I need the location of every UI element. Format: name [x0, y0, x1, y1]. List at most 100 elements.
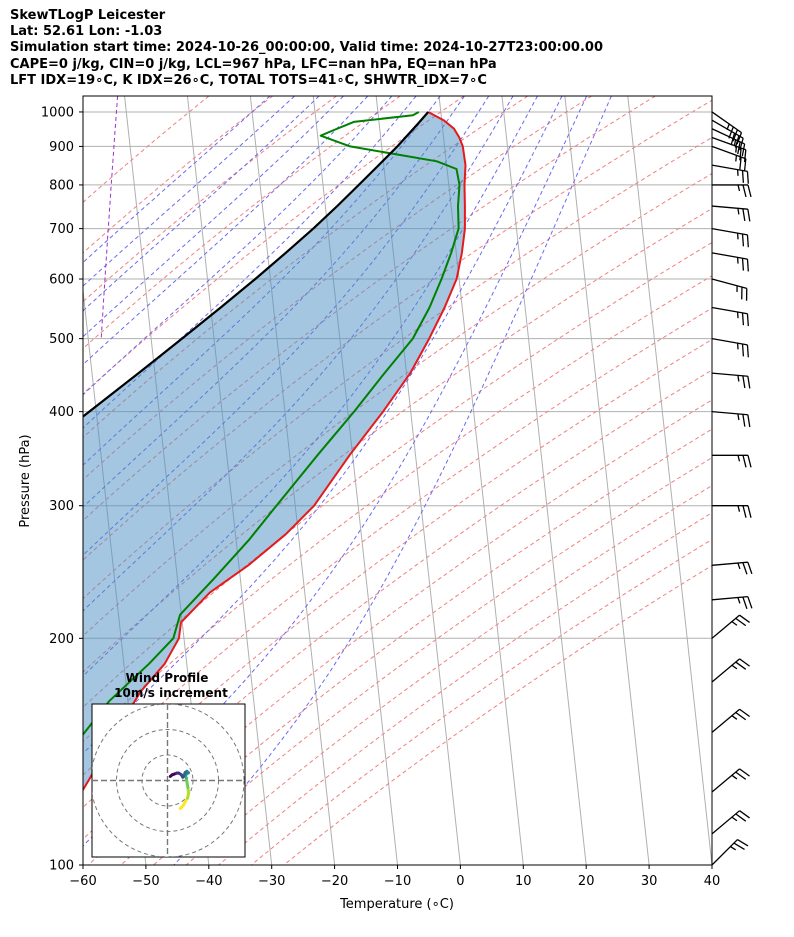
- stability-indices-1: CAPE=0 j/kg, CIN=0 j/kg, LCL=967 hPa, LF…: [10, 56, 497, 72]
- barb-half-flag: [737, 562, 741, 570]
- wind-barb: [711, 372, 751, 389]
- wind-barb: [711, 614, 750, 639]
- barb-half-flag: [737, 184, 741, 192]
- isotherm: [83, 860, 84, 865]
- barb-staff: [711, 111, 742, 134]
- x-tick-label: −60: [69, 874, 96, 889]
- barb-flag: [739, 658, 750, 667]
- x-tick-label: 10: [515, 874, 532, 889]
- wind-barb: [711, 306, 749, 327]
- moist-adiabat: [83, 96, 320, 312]
- wind-barb: [712, 505, 752, 518]
- isotherm: [627, 96, 712, 865]
- hodograph-inset: Wind Profile 10m/s increment: [91, 671, 246, 858]
- barb-flag: [742, 455, 747, 468]
- moist-adiabat: [83, 96, 563, 755]
- wind-barb: [711, 119, 744, 151]
- barb-flag: [735, 711, 747, 721]
- barb-flag: [747, 455, 752, 468]
- dry-adiabat: [87, 399, 712, 865]
- wind-barb: [711, 164, 749, 184]
- dry-adiabat: [83, 207, 712, 673]
- y-tick-label: 400: [49, 405, 74, 420]
- barb-staff: [711, 164, 748, 172]
- barb-half-flag: [731, 774, 738, 780]
- barb-staff: [711, 338, 748, 346]
- wind-barb: [711, 561, 753, 575]
- x-axis-label: Temperature (∘C): [339, 897, 454, 912]
- barb-half-flag: [737, 455, 741, 462]
- x-tick-label: 30: [641, 874, 658, 889]
- barb-flag: [739, 810, 750, 819]
- wind-barb: [711, 252, 749, 272]
- moist-adiabat: [83, 96, 588, 847]
- barb-half-flag: [737, 375, 740, 382]
- dry-adiabat: [83, 96, 210, 203]
- barb-flag: [739, 768, 750, 777]
- hodograph-title: Wind Profile: [126, 671, 209, 685]
- barb-staff: [711, 810, 740, 835]
- x-tick-label: −40: [195, 874, 222, 889]
- barb-staff: [711, 119, 744, 139]
- barb-staff: [711, 561, 748, 566]
- x-tick-label: 40: [704, 874, 721, 889]
- barb-flag: [742, 414, 746, 427]
- barb-flag: [741, 170, 745, 183]
- barb-flag: [747, 505, 752, 518]
- simulation-times: Simulation start time: 2024-10-26_00:00:…: [10, 40, 603, 56]
- dry-adiabat: [83, 96, 465, 395]
- x-tick-label: −50: [132, 874, 159, 889]
- barb-flag: [741, 343, 745, 357]
- hodograph-segment: [168, 773, 174, 778]
- hodograph-ring: [92, 704, 245, 857]
- y-tick-label: 800: [49, 178, 74, 193]
- barb-flag: [741, 143, 746, 157]
- dry-adiabat: [83, 96, 656, 522]
- y-tick-label: 600: [49, 273, 74, 288]
- barb-flag: [730, 133, 736, 146]
- moist-adiabat: [173, 96, 612, 865]
- barb-staff: [711, 227, 748, 236]
- barb-flag: [742, 208, 746, 222]
- barb-half-flag: [731, 621, 738, 626]
- barb-flag: [742, 505, 747, 518]
- x-tick-label: −20: [321, 874, 348, 889]
- y-tick-label: 900: [49, 140, 74, 155]
- barb-flag: [737, 838, 749, 847]
- dry-adiabat: [83, 136, 712, 600]
- barb-flag: [743, 158, 747, 172]
- barb-flag: [747, 376, 751, 389]
- dry-adiabat: [83, 96, 401, 350]
- barb-flag: [739, 156, 742, 170]
- wind-barb: [711, 145, 747, 172]
- barb-half-flag: [737, 505, 741, 512]
- x-tick-label: 0: [456, 874, 464, 889]
- moist-adiabat: [83, 96, 271, 264]
- wind-barb: [711, 658, 750, 683]
- wind-barb: [711, 136, 747, 163]
- barb-flag: [747, 184, 752, 198]
- barb-flag: [746, 344, 749, 358]
- wind-barb: [711, 768, 750, 793]
- barb-flag: [742, 596, 748, 609]
- barb-half-flag: [737, 597, 741, 604]
- wind-barb: [711, 838, 749, 866]
- y-tick-label: 300: [49, 499, 74, 514]
- y-tick-label: 500: [49, 332, 74, 347]
- barb-half-flag: [737, 208, 740, 215]
- barb-half-flag: [731, 816, 738, 822]
- barb-staff: [711, 614, 740, 639]
- barb-staff: [711, 708, 740, 733]
- dry-adiabat: [83, 96, 274, 254]
- barb-flag: [747, 561, 753, 575]
- wind-barb: [711, 205, 751, 222]
- barb-half-flag: [731, 715, 738, 720]
- temperature-line: [83, 111, 467, 792]
- chart-title: SkewTLogP Leicester: [10, 8, 166, 23]
- barb-flag: [739, 614, 750, 623]
- barb-flag: [747, 414, 751, 428]
- barb-flag: [733, 842, 745, 851]
- barb-flag: [742, 562, 748, 575]
- y-axis: 1000 900 800 700 600 500 400 300 200 100: [41, 105, 83, 874]
